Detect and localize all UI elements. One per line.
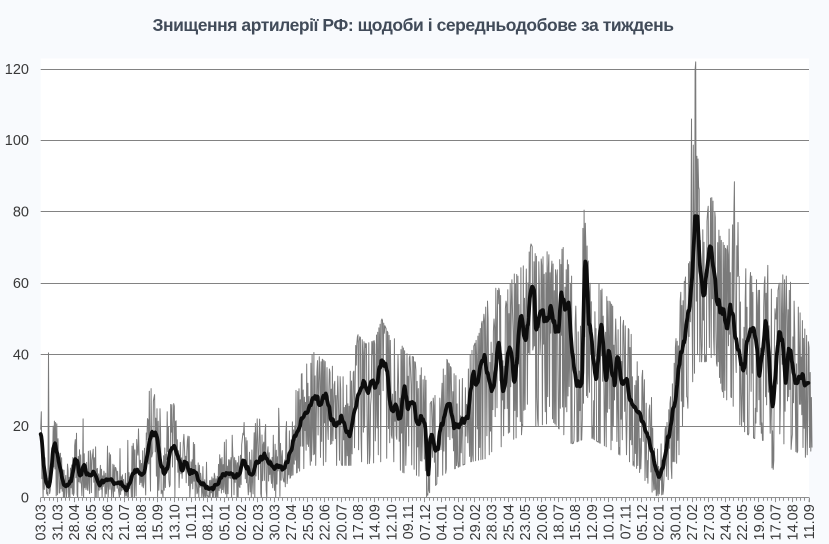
svg-text:20.06: 20.06 xyxy=(535,504,551,540)
svg-text:04.01: 04.01 xyxy=(435,504,451,540)
svg-text:02.02: 02.02 xyxy=(234,504,250,540)
svg-text:17.08: 17.08 xyxy=(351,504,367,540)
svg-text:10.10: 10.10 xyxy=(602,504,618,540)
svg-text:19.06: 19.06 xyxy=(752,504,768,540)
svg-text:17.07: 17.07 xyxy=(769,504,785,540)
svg-text:15.09: 15.09 xyxy=(151,504,167,540)
svg-text:03.03: 03.03 xyxy=(34,504,50,540)
svg-text:07.11: 07.11 xyxy=(618,504,634,539)
svg-text:120: 120 xyxy=(5,62,29,78)
svg-text:11.09: 11.09 xyxy=(802,504,818,539)
svg-text:12.10: 12.10 xyxy=(384,504,400,540)
svg-text:20.07: 20.07 xyxy=(334,504,350,540)
svg-text:27.03: 27.03 xyxy=(702,504,718,540)
svg-text:23.06: 23.06 xyxy=(101,504,117,540)
svg-text:21.07: 21.07 xyxy=(117,504,133,540)
svg-text:05.01: 05.01 xyxy=(217,504,233,540)
svg-text:05.12: 05.12 xyxy=(635,504,651,540)
svg-text:27.02: 27.02 xyxy=(685,504,701,540)
svg-text:14.09: 14.09 xyxy=(368,504,384,540)
svg-text:25.04: 25.04 xyxy=(501,504,517,540)
svg-text:80: 80 xyxy=(13,205,29,221)
svg-text:27.04: 27.04 xyxy=(284,504,300,540)
svg-text:12.09: 12.09 xyxy=(585,504,601,540)
svg-text:26.05: 26.05 xyxy=(84,504,100,540)
svg-text:08.12: 08.12 xyxy=(201,504,217,540)
svg-text:10.11: 10.11 xyxy=(184,504,200,539)
svg-text:02.03: 02.03 xyxy=(251,504,267,540)
svg-text:30.03: 30.03 xyxy=(268,504,284,540)
svg-text:15.08: 15.08 xyxy=(568,504,584,540)
svg-text:30.01: 30.01 xyxy=(668,504,684,540)
svg-text:40: 40 xyxy=(13,347,29,363)
svg-text:22.06: 22.06 xyxy=(318,504,334,540)
svg-text:23.05: 23.05 xyxy=(518,504,534,540)
svg-text:0: 0 xyxy=(21,490,29,506)
svg-text:07.12: 07.12 xyxy=(418,504,434,540)
svg-text:100: 100 xyxy=(5,133,29,149)
svg-text:25.05: 25.05 xyxy=(301,504,317,540)
svg-text:28.04: 28.04 xyxy=(67,504,83,540)
svg-text:02.01: 02.01 xyxy=(652,504,668,540)
svg-text:18.07: 18.07 xyxy=(551,504,567,540)
svg-text:01.02: 01.02 xyxy=(451,504,467,540)
svg-text:Знищення артилерії РФ: щодоби: Знищення артилерії РФ: щодоби і середньо… xyxy=(152,15,674,35)
svg-text:20: 20 xyxy=(13,419,29,435)
svg-text:29.02: 29.02 xyxy=(468,504,484,540)
svg-text:28.03: 28.03 xyxy=(485,504,501,540)
svg-text:22.05: 22.05 xyxy=(735,504,751,540)
svg-text:60: 60 xyxy=(13,276,29,292)
svg-text:09.11: 09.11 xyxy=(401,504,417,539)
svg-text:14.08: 14.08 xyxy=(785,504,801,540)
svg-text:18.08: 18.08 xyxy=(134,504,150,540)
svg-text:31.03: 31.03 xyxy=(50,504,66,540)
svg-text:13.10: 13.10 xyxy=(167,504,183,540)
svg-text:24.04: 24.04 xyxy=(718,504,734,540)
